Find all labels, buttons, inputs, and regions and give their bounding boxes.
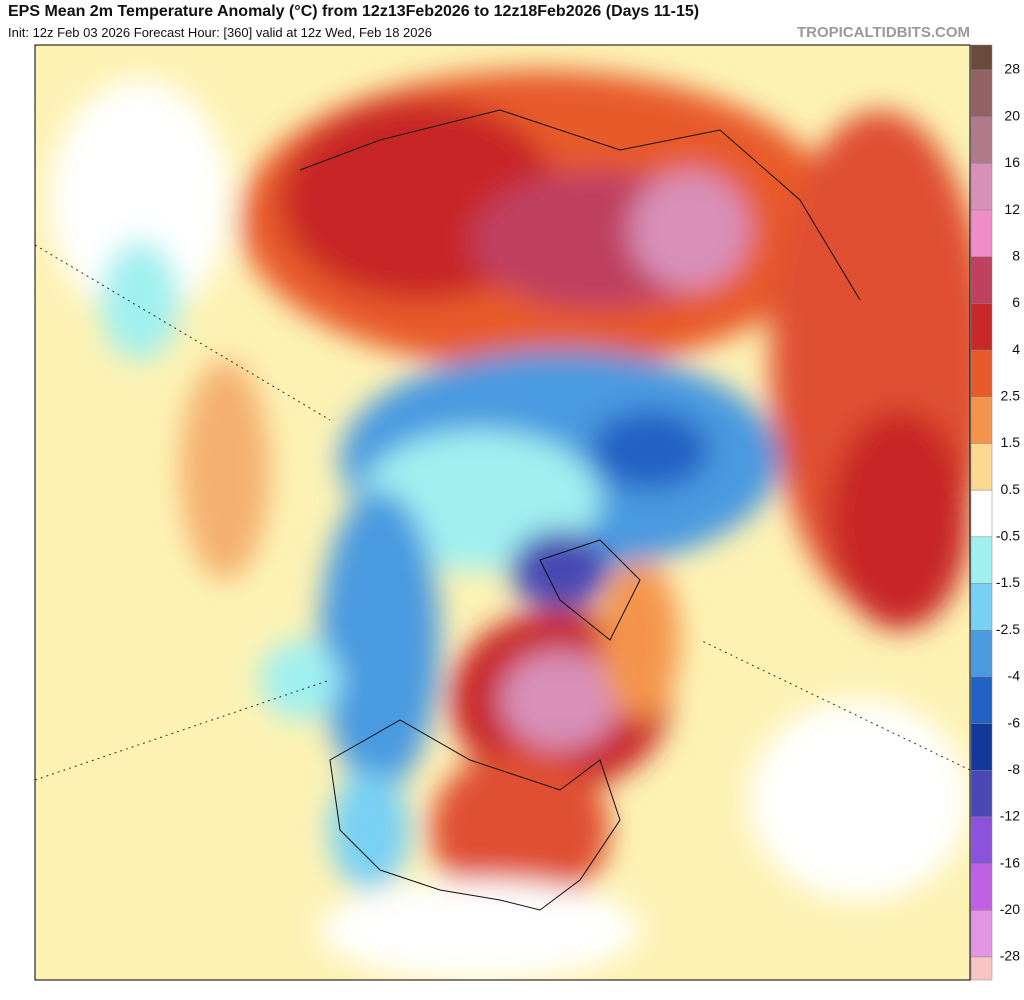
colorbar-label: -2.5 xyxy=(996,621,1020,637)
colorbar-label: 6 xyxy=(1012,294,1020,310)
colorbar-swatch xyxy=(970,536,993,584)
colorbar-label: 8 xyxy=(1012,247,1020,263)
colorbar-label: -12 xyxy=(1000,808,1020,824)
map xyxy=(35,45,970,980)
colorbar-label: 0.5 xyxy=(1001,481,1021,497)
colorbar-swatch xyxy=(970,863,993,911)
colorbar-label: -0.5 xyxy=(996,528,1020,544)
colorbar-label: -6 xyxy=(1008,714,1021,730)
colorbar-swatch xyxy=(970,583,993,631)
colorbar-swatch xyxy=(970,956,993,981)
subtitle: Init: 12z Feb 03 2026 Forecast Hour: [36… xyxy=(8,25,432,40)
colorbar-swatch xyxy=(970,44,993,71)
colorbar-label: 4 xyxy=(1012,341,1020,357)
colorbar-swatch xyxy=(970,209,993,257)
colorbar-label: -20 xyxy=(1000,901,1020,917)
colorbar-label: 20 xyxy=(1004,107,1020,123)
colorbar-label: -1.5 xyxy=(996,574,1020,590)
credit: TROPICALTIDBITS.COM xyxy=(796,24,970,41)
colorbar-label: 1.5 xyxy=(1001,434,1021,450)
colorbar-label: 2.5 xyxy=(1001,387,1021,403)
colorbar-label: 28 xyxy=(1004,61,1020,77)
colorbar-label: 12 xyxy=(1004,201,1020,217)
colorbar-swatch xyxy=(970,816,993,864)
colorbar-swatch xyxy=(970,303,993,351)
colorbar-label: 16 xyxy=(1004,154,1020,170)
colorbar-label: -4 xyxy=(1008,668,1021,684)
colorbar-swatch xyxy=(970,770,993,818)
colorbar-label: -28 xyxy=(1000,948,1020,964)
colorbar-swatch xyxy=(970,629,993,678)
colorbar-swatch xyxy=(970,489,993,538)
map-frame xyxy=(34,44,971,981)
colorbar-swatch xyxy=(970,396,993,444)
colorbar-swatch xyxy=(970,116,993,164)
colorbar-swatch xyxy=(970,69,993,117)
colorbar-label: -16 xyxy=(1000,854,1020,870)
colorbar-swatch xyxy=(970,163,993,211)
colorbar: 28 20 16 12 8 6 4 2.5 1.5 0.5 -0.5 -1.5 -2.5 -4 -6 -8 -1… xyxy=(970,44,1021,981)
colorbar-swatch xyxy=(970,676,993,724)
map-grid xyxy=(35,244,970,781)
colorbar-swatch xyxy=(970,443,993,491)
colorbar-label: -8 xyxy=(1008,761,1021,777)
colorbar-swatch xyxy=(970,256,993,304)
coastlines xyxy=(299,109,861,911)
colorbar-swatch xyxy=(970,349,993,398)
colorbar-swatch xyxy=(970,723,993,771)
colorbar-swatch xyxy=(970,910,993,958)
title: EPS Mean 2m Temperature Anomaly (°C) fro… xyxy=(8,3,700,20)
